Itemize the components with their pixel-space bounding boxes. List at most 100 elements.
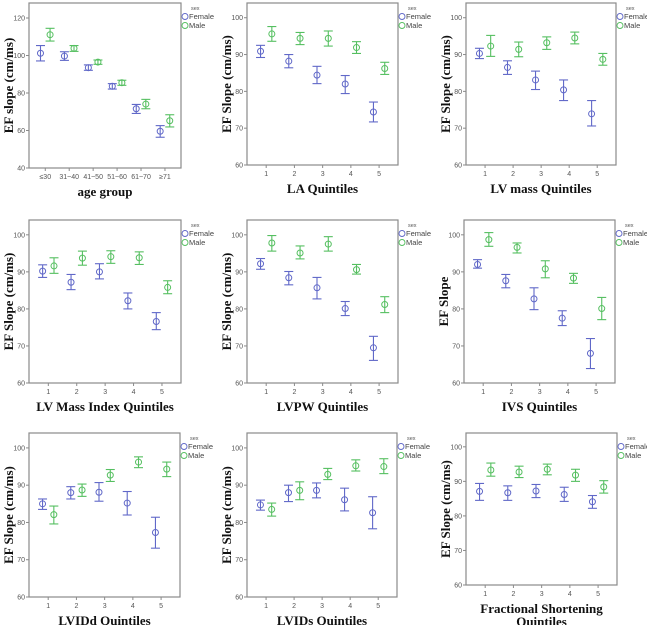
mean-marker xyxy=(107,253,115,261)
mean-marker xyxy=(296,34,304,42)
mean-marker xyxy=(67,489,75,497)
data-point-female xyxy=(340,74,350,95)
plot-frame xyxy=(28,2,182,169)
legend-title: sex xyxy=(191,6,200,12)
mean-marker xyxy=(369,108,377,116)
x-tick-label: 1 xyxy=(46,603,50,610)
data-point-male xyxy=(77,483,87,497)
x-tick-label: 3 xyxy=(321,171,325,178)
data-point-female xyxy=(587,494,597,509)
mean-marker xyxy=(95,268,103,276)
legend-title: sex xyxy=(625,223,634,229)
legend-label-male: Male xyxy=(189,21,205,30)
y-tick-label: 60 xyxy=(17,128,25,135)
mean-marker xyxy=(124,297,132,305)
mean-marker xyxy=(543,39,551,47)
legend-label-female: Female xyxy=(189,12,214,21)
y-tick-label: 100 xyxy=(448,232,460,239)
x-tick-label: 3 xyxy=(103,603,107,610)
data-point-male xyxy=(352,263,362,275)
legend-label-female: Female xyxy=(406,229,431,238)
legend-marker-male-icon xyxy=(398,22,406,29)
legend-label-male: Male xyxy=(406,238,422,247)
data-point-female xyxy=(122,490,132,516)
mean-marker xyxy=(515,45,523,53)
y-tick-label: 70 xyxy=(17,557,25,564)
mean-marker xyxy=(504,489,512,497)
plot-frame xyxy=(465,432,618,586)
mean-marker xyxy=(78,254,86,262)
data-point-male xyxy=(542,463,552,476)
legend-label-male: Male xyxy=(623,238,639,247)
y-tick-label: 60 xyxy=(17,595,25,602)
mean-marker xyxy=(560,490,568,498)
y-tick-label: 70 xyxy=(235,126,243,133)
mean-marker xyxy=(152,318,160,326)
data-point-male xyxy=(569,272,579,284)
mean-marker xyxy=(532,76,540,84)
data-point-male xyxy=(514,41,524,58)
mean-marker xyxy=(341,80,349,88)
x-tick-label: 5 xyxy=(377,389,381,396)
x-tick-label: 4 xyxy=(566,389,570,396)
mean-marker xyxy=(474,260,482,268)
x-tick-label: 5 xyxy=(377,171,381,178)
x-axis-title: LVIDs Quintiles xyxy=(277,613,367,625)
data-point-male xyxy=(295,481,305,501)
data-point-male xyxy=(267,502,277,517)
x-tick-label: 4 xyxy=(349,389,353,396)
mean-marker xyxy=(353,266,361,274)
mean-marker xyxy=(313,284,321,292)
mean-marker xyxy=(95,488,103,496)
x-tick-label: 2 xyxy=(292,603,296,610)
y-tick-label: 100 xyxy=(231,232,243,239)
data-point-female xyxy=(585,337,595,370)
legend-marker-female-icon xyxy=(181,13,189,20)
mean-marker xyxy=(541,265,549,273)
legend-title: sex xyxy=(407,436,416,442)
mean-marker xyxy=(60,52,68,60)
mean-marker xyxy=(135,458,143,466)
mean-marker xyxy=(324,34,332,42)
legend-title: sex xyxy=(626,6,635,12)
mean-marker xyxy=(257,260,265,268)
data-point-male xyxy=(514,465,524,479)
data-point-female xyxy=(284,53,294,69)
chart-panel-9: 60 70 80 90 100 1 2 3 4 5 Fractional ShorteningQui… xyxy=(438,432,647,625)
data-point-female xyxy=(559,486,569,502)
data-point-female xyxy=(150,516,160,549)
mean-marker xyxy=(588,498,596,506)
mean-marker xyxy=(485,236,493,244)
y-tick-label: 100 xyxy=(450,15,462,22)
data-point-male xyxy=(542,36,552,50)
data-point-male xyxy=(77,250,87,266)
data-point-male xyxy=(599,480,609,494)
mean-marker xyxy=(313,486,321,494)
plot-frame xyxy=(246,2,399,166)
x-tick-label: 4 xyxy=(349,171,353,178)
y-tick-label: 70 xyxy=(454,126,462,133)
y-tick-label: 70 xyxy=(452,343,460,350)
data-point-female xyxy=(66,486,76,500)
x-tick-label: 5 xyxy=(594,389,598,396)
mean-marker xyxy=(600,483,608,491)
y-tick-label: 80 xyxy=(454,513,462,520)
x-axis-title: LV mass Quintiles xyxy=(490,181,591,196)
mean-marker xyxy=(284,489,292,497)
data-point-male xyxy=(163,280,173,295)
x-tick-label: 1 xyxy=(483,591,487,598)
plot-frame xyxy=(28,432,181,598)
x-tick-label: 5 xyxy=(159,603,163,610)
mean-marker xyxy=(166,117,174,125)
mean-marker xyxy=(285,57,293,65)
mean-marker xyxy=(135,254,143,262)
mean-marker xyxy=(257,47,265,55)
mean-marker xyxy=(132,105,140,113)
y-tick-label: 80 xyxy=(235,89,243,96)
legend-label-female: Female xyxy=(624,12,647,21)
data-point-female xyxy=(340,300,350,317)
data-point-female xyxy=(340,487,350,512)
mean-marker xyxy=(476,487,484,495)
